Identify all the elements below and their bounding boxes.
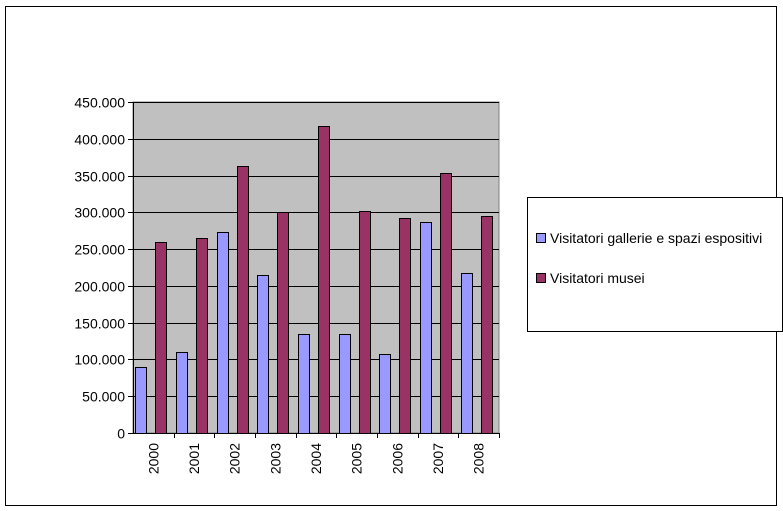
bar-musei-2003: [277, 212, 289, 434]
x-tick-label: 2004: [308, 443, 324, 474]
x-tick-label: 2000: [145, 443, 161, 474]
legend-label-musei: Visitatori musei: [550, 270, 645, 286]
legend: Visitatori gallerie e spazi espositivi V…: [527, 197, 783, 332]
legend-swatch-gallerie: [536, 233, 546, 243]
bar-musei-2006: [399, 218, 411, 434]
bar-chart: 0 50.000 100.000 150.000 200.000 250.000 300.0…: [74, 95, 500, 474]
y-tick-label: 350.000: [74, 169, 125, 185]
bar-gallerie-2003: [257, 275, 269, 434]
legend-label-gallerie: Visitatori gallerie e spazi espositivi: [550, 230, 763, 246]
bar-gallerie-2001: [176, 352, 188, 434]
y-tick-label: 400.000: [74, 132, 125, 148]
bar-musei-2005: [359, 211, 371, 434]
bar-musei-2001: [196, 238, 208, 434]
x-tick-label: 2005: [349, 443, 365, 474]
chart-area: 0 50.000 100.000 150.000 200.000 250.000 300.0…: [5, 6, 783, 506]
bar-musei-2007: [440, 173, 452, 434]
x-tick-label: 2008: [471, 443, 487, 474]
y-tick-label: 300.000: [74, 205, 125, 221]
x-tick-label: 2002: [227, 443, 243, 474]
bar-gallerie-2002: [217, 232, 229, 434]
bar-gallerie-2007: [420, 222, 432, 434]
bar-gallerie-2000: [135, 367, 147, 434]
y-tick-label: 100.000: [74, 352, 125, 368]
y-tick-label: 150.000: [74, 316, 125, 332]
bar-musei-2002: [237, 166, 249, 434]
x-tick-label: 2003: [267, 443, 283, 474]
y-tick-label: 250.000: [74, 242, 125, 258]
y-tick-label: 0: [117, 426, 125, 442]
bar-gallerie-2004: [298, 334, 310, 434]
legend-swatch-musei: [536, 273, 546, 283]
bar-musei-2004: [318, 126, 330, 434]
y-tick-label: 50.000: [82, 389, 125, 405]
bar-gallerie-2006: [379, 354, 391, 434]
y-tick-label: 200.000: [74, 279, 125, 295]
bar-musei-2000: [155, 242, 167, 434]
bar-gallerie-2008: [461, 273, 473, 434]
bar-gallerie-2005: [339, 334, 351, 434]
x-tick-label: 2007: [430, 443, 446, 474]
x-tick-label: 2001: [186, 443, 202, 474]
x-tick-label: 2006: [389, 443, 405, 474]
bar-musei-2008: [481, 216, 493, 434]
plot-background: [132, 101, 500, 434]
y-tick-label: 450.000: [74, 95, 125, 111]
